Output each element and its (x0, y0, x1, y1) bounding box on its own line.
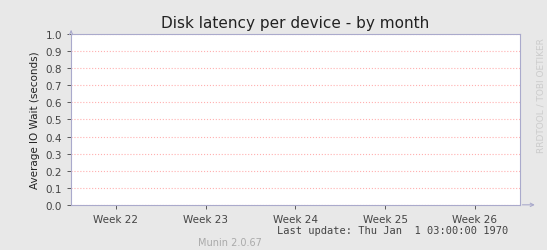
Text: RRDTOOL / TOBI OETIKER: RRDTOOL / TOBI OETIKER (537, 38, 546, 152)
Text: Last update: Thu Jan  1 03:00:00 1970: Last update: Thu Jan 1 03:00:00 1970 (277, 225, 509, 235)
Y-axis label: Average IO Wait (seconds): Average IO Wait (seconds) (30, 52, 40, 188)
Title: Disk latency per device - by month: Disk latency per device - by month (161, 16, 429, 31)
Text: Munin 2.0.67: Munin 2.0.67 (198, 238, 261, 248)
